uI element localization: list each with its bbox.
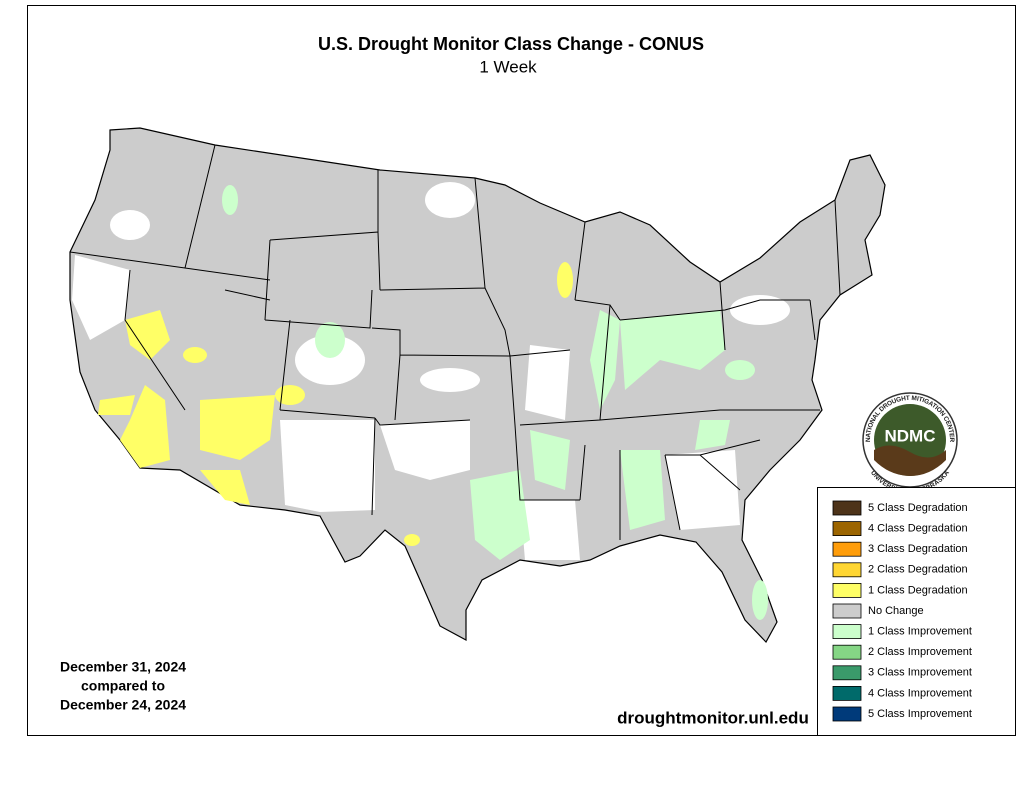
date-block: December 31, 2024 compared to December 24,… [60, 659, 186, 713]
legend: 5 Class Degradation 4 Class Degradation 3 … [832, 500, 972, 722]
legend-swatch [832, 624, 862, 639]
degradation-areas [98, 262, 573, 546]
legend-swatch [832, 603, 862, 619]
title: U.S. Drought Monitor Class Change - CONU… [318, 34, 704, 54]
source-url: droughtmonitor.unl.edu [617, 708, 809, 727]
logo-land [874, 445, 946, 476]
subtitle: 1 Week [479, 57, 537, 76]
date-line: December 31, 2024 [60, 659, 186, 675]
legend-label: 1 Class Improvement [868, 626, 972, 638]
map [69, 127, 886, 644]
legend-label: 3 Class Degradation [868, 543, 968, 555]
legend-label: 5 Class Improvement [868, 708, 972, 720]
legend-label: 2 Class Degradation [868, 564, 968, 576]
date-line: compared to [81, 678, 165, 694]
improvement-areas [222, 185, 768, 620]
legend-label: 4 Class Improvement [868, 687, 972, 699]
legend-swatch [832, 500, 862, 516]
legend-label: 3 Class Improvement [868, 667, 972, 679]
legend-swatch [832, 541, 862, 557]
legend-swatch [832, 706, 862, 722]
legend-label: 1 Class Degradation [868, 584, 968, 596]
legend-swatch [832, 686, 862, 701]
legend-label: 5 Class Degradation [868, 502, 968, 514]
legend-label: 4 Class Degradation [868, 523, 968, 535]
legend-swatch [832, 521, 862, 536]
state-borders [69, 144, 841, 540]
logo-acronym: NDMC [885, 426, 936, 445]
legend-label: No Change [868, 605, 924, 617]
legend-swatch [832, 665, 862, 681]
no-data-areas [72, 182, 790, 560]
legend-swatch [832, 562, 862, 578]
date-line: December 24, 2024 [60, 697, 186, 713]
ndmc-logo: NATIONAL DROUGHT MITIGATION CENTER UNIVE… [862, 392, 958, 495]
legend-swatch [832, 644, 862, 660]
legend-swatch [832, 583, 862, 598]
legend-label: 2 Class Improvement [868, 646, 972, 658]
